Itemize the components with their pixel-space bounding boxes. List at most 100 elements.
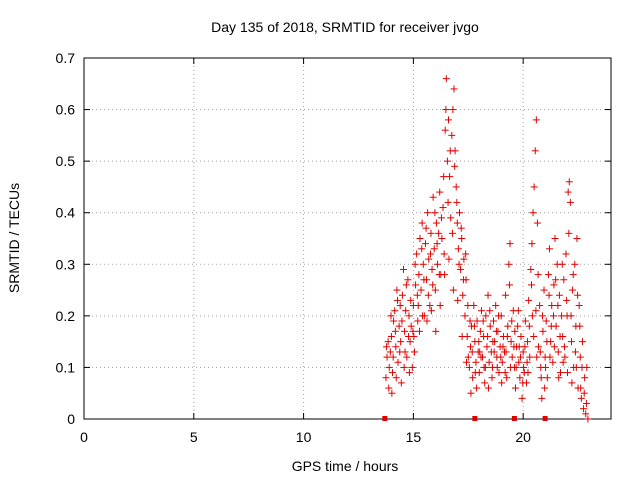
data-point [390, 317, 398, 325]
data-point [527, 265, 535, 273]
data-point [517, 332, 525, 340]
data-point [418, 219, 426, 227]
data-point [479, 317, 487, 325]
data-point [533, 353, 541, 361]
y-tick-label: 0.1 [56, 359, 76, 375]
data-point [534, 271, 542, 279]
data-point [560, 343, 568, 351]
data-point [441, 126, 449, 134]
data-point [484, 384, 492, 392]
data-point [547, 322, 555, 330]
data-point [528, 312, 536, 320]
data-point [465, 363, 473, 371]
data-point [411, 260, 419, 268]
data-point [511, 384, 519, 392]
data-point [574, 291, 582, 299]
data-point [413, 250, 421, 258]
data-point [529, 209, 537, 217]
data-point [422, 224, 430, 232]
data-point [457, 265, 465, 273]
data-point [506, 240, 514, 248]
data-point [565, 178, 573, 186]
data-point [416, 235, 424, 242]
data-point [442, 106, 450, 114]
data-point [531, 147, 539, 155]
data-point [436, 302, 444, 310]
data-point [401, 348, 409, 356]
data-point [495, 369, 503, 377]
data-point [408, 363, 416, 371]
data-point [560, 276, 568, 284]
data-point [578, 338, 586, 346]
data-point [433, 240, 441, 248]
data-point [524, 369, 532, 377]
data-point [486, 307, 494, 315]
data-point [485, 358, 493, 366]
plot-frame [83, 57, 612, 420]
data-point [540, 286, 548, 294]
data-point [407, 296, 415, 304]
data-point [477, 307, 485, 315]
data-point [516, 374, 524, 382]
data-point [419, 312, 427, 320]
data-point [556, 369, 564, 377]
x-tick-label: 0 [80, 429, 88, 445]
data-point [521, 317, 529, 325]
data-point [424, 291, 432, 299]
data-point [388, 389, 396, 397]
data-point [506, 363, 514, 371]
data-point [571, 260, 579, 268]
data-point [419, 260, 427, 268]
data-point [507, 338, 515, 346]
data-point [427, 307, 435, 315]
data-point [397, 338, 405, 346]
data-point [398, 291, 406, 299]
data-point [508, 317, 516, 325]
data-point [439, 204, 447, 212]
data-point [489, 338, 497, 346]
data-point [467, 389, 475, 397]
data-point [472, 358, 480, 366]
data-point [389, 353, 397, 361]
y-tick-label: 0.6 [56, 102, 76, 118]
data-point [577, 384, 585, 392]
y-tick-label: 0.7 [56, 50, 76, 66]
data-point [394, 296, 402, 304]
data-point [498, 379, 506, 387]
data-point [410, 348, 418, 356]
data-point [562, 250, 570, 258]
data-point [580, 389, 588, 397]
data-point [484, 332, 492, 340]
data-point [412, 281, 420, 289]
data-point [565, 229, 573, 237]
y-axis-label: SRMTID / TECUs [6, 183, 22, 293]
data-point [537, 374, 545, 382]
data-point [451, 162, 459, 170]
data-point [450, 85, 458, 93]
data-point [430, 245, 438, 253]
data-point [564, 369, 572, 377]
data-point [464, 302, 472, 310]
data-point [448, 229, 456, 237]
data-point [440, 173, 448, 181]
data-point [384, 338, 392, 346]
data-point [505, 260, 513, 268]
data-point [532, 116, 540, 124]
data-point [464, 353, 472, 361]
data-point [404, 276, 412, 284]
data-point [397, 379, 405, 387]
data-point [442, 75, 450, 83]
data-point [391, 307, 399, 315]
y-tick-label: 0.4 [56, 205, 76, 221]
data-point [454, 296, 462, 304]
data-point [499, 343, 507, 351]
data-point [429, 193, 437, 201]
data-point [559, 358, 567, 366]
data-point [548, 302, 556, 310]
data-point [501, 369, 509, 377]
data-point [568, 379, 576, 387]
data-point [455, 209, 463, 217]
y-tick-labels: 0 0.1 0.2 0.3 0.4 0.5 0.6 0.7 [56, 50, 76, 427]
data-point [545, 291, 553, 299]
data-point [393, 286, 401, 294]
